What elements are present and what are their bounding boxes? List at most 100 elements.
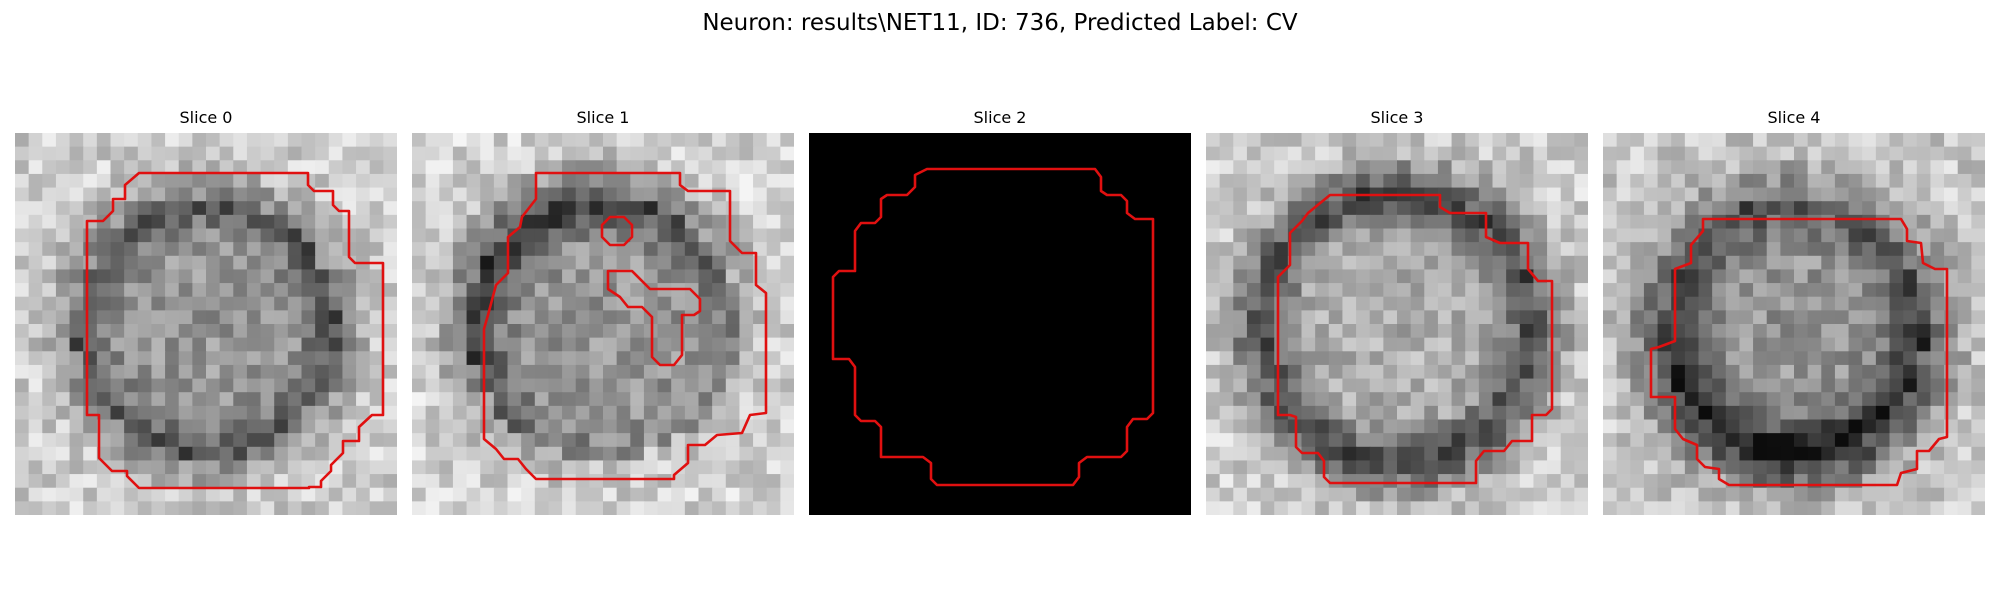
blank-slice-background: [809, 133, 1191, 515]
pixel: [1219, 228, 1234, 243]
pixel: [260, 487, 275, 502]
pixel: [151, 146, 166, 161]
pixel: [1547, 214, 1562, 230]
pixel: [1492, 242, 1507, 257]
pixel: [315, 392, 330, 407]
pixel: [1356, 296, 1371, 311]
pixel: [1889, 187, 1904, 202]
pixel: [753, 433, 768, 448]
pixel: [1260, 228, 1275, 243]
pixel: [1725, 405, 1741, 421]
pixel: [603, 378, 618, 393]
pixel: [1451, 378, 1466, 393]
pixel: [521, 296, 536, 311]
pixel: [369, 228, 384, 243]
pixel: [165, 187, 180, 202]
pixel: [657, 392, 672, 407]
pixel: [1630, 378, 1645, 393]
pixel: [1684, 160, 1700, 175]
pixel: [192, 433, 207, 448]
pixel: [287, 446, 303, 462]
pixel: [1616, 460, 1631, 475]
pixel: [603, 228, 618, 243]
pixel: [439, 419, 454, 434]
pixel: [1916, 446, 1932, 462]
pixel: [246, 405, 262, 421]
pixel: [630, 378, 645, 393]
pixel: [1492, 310, 1507, 325]
pixel: [1315, 228, 1330, 243]
pixel: [274, 337, 289, 352]
pixel: [1397, 351, 1412, 366]
pixel: [1657, 310, 1672, 325]
pixel: [246, 392, 262, 407]
pixel: [1465, 173, 1480, 189]
pixel: [698, 474, 713, 489]
pixel: [1916, 283, 1932, 298]
pixel: [1889, 310, 1904, 325]
pixel: [1780, 378, 1795, 393]
pixel: [412, 133, 427, 148]
pixel: [206, 405, 221, 421]
pixel: [1342, 337, 1357, 352]
pixel: [1780, 173, 1795, 189]
pixel: [466, 474, 481, 489]
pixel: [1437, 133, 1453, 148]
pixel: [83, 283, 98, 298]
pixel: [739, 405, 754, 421]
pixel: [412, 378, 427, 393]
pixel: [493, 337, 509, 352]
pixel: [1603, 214, 1618, 230]
pixel: [1930, 337, 1945, 352]
pixel: [1875, 378, 1891, 393]
pixel: [1478, 173, 1494, 189]
pixel: [42, 433, 57, 448]
pixel: [739, 283, 754, 298]
pixel: [96, 283, 112, 298]
pixel: [206, 501, 221, 515]
pixel: [425, 392, 440, 407]
pixel: [603, 324, 618, 339]
pixel: [342, 460, 357, 475]
pixel: [15, 378, 30, 393]
pixel: [712, 364, 727, 380]
pixel: [412, 283, 427, 298]
pixel: [219, 296, 234, 311]
pixel: [1794, 487, 1809, 502]
pixel: [725, 405, 741, 421]
pixel: [616, 460, 631, 475]
pixel: [712, 392, 727, 407]
pixel: [1356, 269, 1371, 284]
pixel: [28, 433, 43, 448]
pixel: [15, 364, 30, 380]
pixel: [1465, 146, 1480, 161]
pixel: [315, 324, 330, 339]
pixel: [1301, 392, 1316, 407]
pixel: [425, 310, 440, 325]
pixel: [1766, 269, 1781, 284]
pixel: [274, 214, 289, 230]
pixel: [521, 419, 536, 434]
pixel: [1519, 214, 1535, 230]
pixel: [165, 460, 180, 475]
pixel: [151, 296, 166, 311]
pixel: [562, 364, 577, 380]
pixel: [1712, 146, 1727, 161]
pixel: [1424, 228, 1439, 243]
pixel: [1807, 242, 1822, 257]
pixel: [342, 392, 357, 407]
pixel: [725, 487, 741, 502]
pixel: [1383, 433, 1398, 448]
pixel: [1834, 214, 1850, 230]
pixel: [1274, 269, 1289, 284]
pixel: [1369, 405, 1384, 421]
pixel: [589, 269, 604, 284]
pixel: [1957, 364, 1972, 380]
pixel: [725, 392, 741, 407]
pixel: [1206, 187, 1221, 202]
pixel: [1821, 419, 1836, 434]
pixel: [356, 474, 371, 489]
segmentation-contour: [1649, 217, 1949, 487]
pixel: [1657, 255, 1672, 271]
pixel: [1492, 351, 1507, 366]
